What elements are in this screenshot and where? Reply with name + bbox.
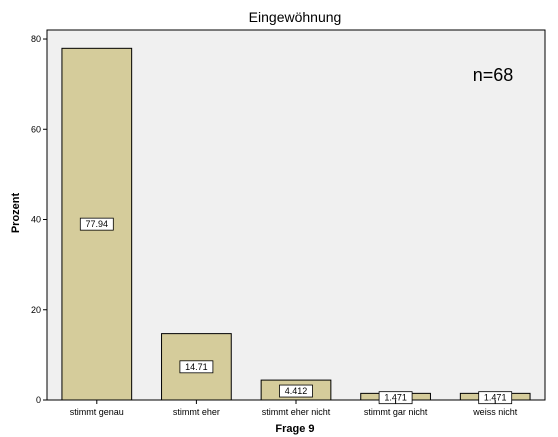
- data-label-box: [279, 384, 313, 398]
- y-tick-label: 80: [31, 34, 41, 44]
- x-tick-label: stimmt gar nicht: [364, 407, 428, 417]
- bars: 77.94 14.71 4.412 1.471 1.471: [61, 47, 531, 405]
- y-axis-ticks: 0 20 40 60 80: [31, 34, 47, 405]
- y-tick-label: 60: [31, 124, 41, 134]
- data-label: 4.412: [285, 386, 308, 396]
- chart-title: Eingewöhnung: [249, 9, 342, 25]
- y-tick-label: 20: [31, 305, 41, 315]
- x-axis-tick-labels: stimmt genau stimmt eher stimmt eher nicht…: [70, 400, 518, 417]
- data-label: 1.471: [384, 393, 407, 403]
- x-tick-label: stimmt eher nicht: [262, 407, 331, 417]
- data-label: 77.94: [86, 219, 109, 229]
- data-label: 1.471: [484, 393, 507, 403]
- y-tick-label: 0: [36, 395, 41, 405]
- data-label-box: [79, 217, 114, 231]
- x-tick-label: weiss nicht: [472, 407, 518, 417]
- y-tick-label: 40: [31, 215, 41, 225]
- x-axis-label: Frage 9: [275, 423, 314, 435]
- data-label-box: [179, 360, 214, 374]
- x-tick-label: stimmt eher: [173, 407, 220, 417]
- x-tick-label: stimmt genau: [70, 407, 124, 417]
- data-label: 14.71: [185, 362, 208, 372]
- sample-size-annotation: n=68: [473, 65, 514, 85]
- y-axis-label: Prozent: [10, 192, 22, 233]
